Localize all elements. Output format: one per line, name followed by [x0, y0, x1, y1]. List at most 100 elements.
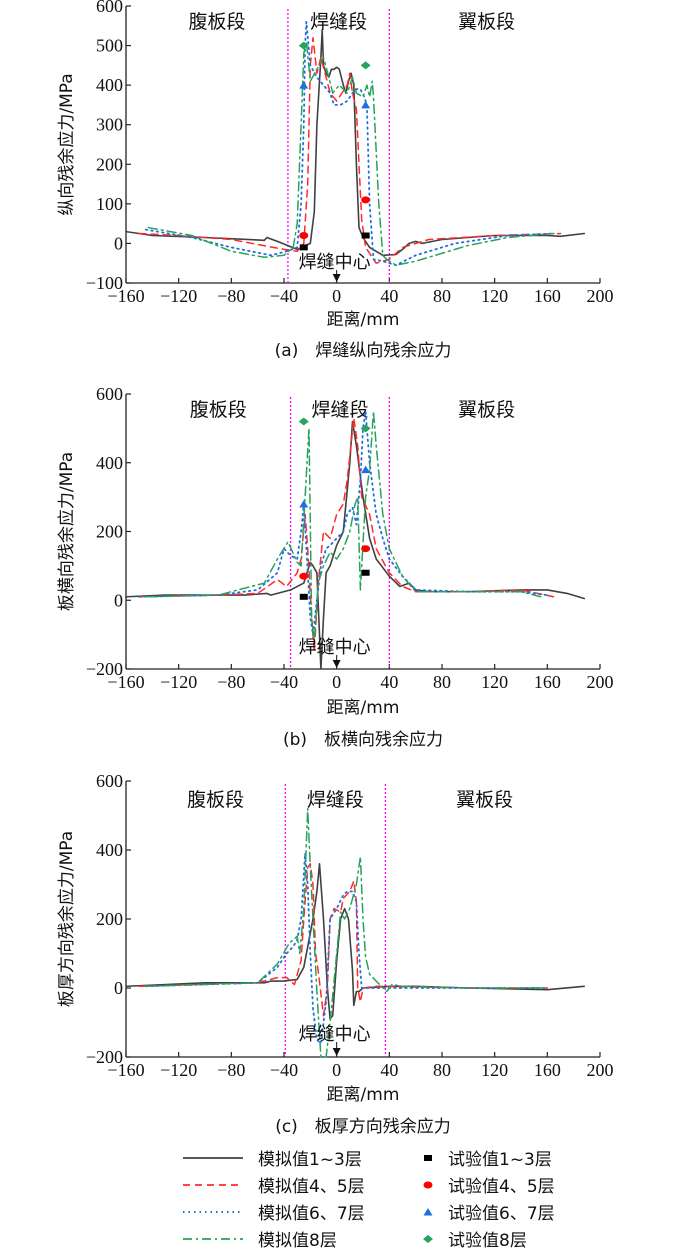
- experiment-point-2: [299, 232, 309, 240]
- x-tick-label: 160: [534, 672, 561, 692]
- y-axis-label: 纵向残余应力/MPa: [57, 73, 77, 215]
- experiment-point-3: [361, 465, 371, 474]
- x-tick-label: 0: [332, 672, 341, 692]
- region-label-flange: 翼板段: [456, 789, 513, 811]
- legend-label-experiment-3: 试验值6、7层: [448, 1204, 555, 1224]
- experiment-point-4: [360, 424, 371, 433]
- x-tick-label: −160: [107, 672, 144, 692]
- region-label-web: 腹板段: [190, 399, 247, 421]
- y-tick-label: 100: [96, 194, 123, 214]
- x-tick-label: 160: [534, 1060, 561, 1080]
- chart-caption: (c) 板厚方向残余应力: [275, 1117, 451, 1137]
- x-tick-label: −120: [160, 672, 197, 692]
- y-axis-label: 板厚方向残余应力/MPa: [57, 831, 77, 1007]
- experiment-point-1: [361, 569, 370, 576]
- x-tick-label: −80: [217, 1060, 245, 1080]
- y-tick-label: 400: [96, 75, 123, 95]
- x-tick-label: −120: [160, 1060, 197, 1080]
- series-line-2: [138, 863, 549, 1017]
- experiment-point-1: [299, 593, 308, 600]
- y-tick-label: 600: [96, 384, 123, 404]
- y-tick-label: 0: [114, 233, 123, 253]
- x-tick-label: 160: [534, 286, 561, 306]
- region-label-weld: 焊缝段: [307, 789, 364, 811]
- experiment-point-3: [361, 100, 371, 109]
- y-tick-label: 500: [96, 36, 123, 56]
- weld-center-label: 焊缝中心: [299, 637, 371, 658]
- experiment-point-2: [361, 196, 371, 204]
- chart-caption: (a) 焊缝纵向残余应力: [275, 341, 452, 361]
- legend-label-series-4: 模拟值8层: [258, 1231, 337, 1251]
- x-tick-label: 80: [433, 1060, 451, 1080]
- chart-longitudinal: −160 −120 −80 −40 0 40 80 120 160 200 −100 0 100 200 3…: [57, 0, 614, 361]
- x-tick-label: 120: [481, 286, 508, 306]
- series-line-4: [147, 40, 555, 266]
- experiment-point-4: [298, 417, 309, 426]
- series-line-2: [138, 36, 562, 264]
- weld-center-label: 焊缝中心: [299, 252, 371, 273]
- y-tick-label: 400: [96, 453, 123, 473]
- legend-marker-experiment-1: [424, 1155, 432, 1161]
- y-tick-label: 0: [114, 590, 123, 610]
- x-axis-label: 距离/mm: [327, 310, 400, 330]
- legend-marker-experiment-2: [423, 1181, 433, 1189]
- legend-marker-experiment-4: [423, 1235, 433, 1243]
- x-tick-label: 40: [380, 286, 398, 306]
- series-line-3: [144, 20, 555, 267]
- experiment-point-1: [361, 232, 370, 239]
- x-tick-label: 200: [587, 286, 614, 306]
- weld-center-arrow-icon: [332, 660, 341, 668]
- x-axis-label: 距离/mm: [327, 698, 400, 718]
- x-tick-label: −80: [217, 286, 245, 306]
- series-line-4: [145, 410, 542, 643]
- experiment-point-4: [298, 41, 309, 50]
- x-tick-label: 40: [380, 1060, 398, 1080]
- y-tick-label: 0: [114, 978, 123, 998]
- series-line-3: [144, 852, 549, 1045]
- region-label-web: 腹板段: [187, 789, 244, 811]
- legend-marker-experiment-3: [423, 1208, 433, 1216]
- x-tick-label: −80: [217, 672, 245, 692]
- region-label-web: 腹板段: [188, 11, 245, 33]
- x-axis-label: 距离/mm: [327, 1085, 400, 1105]
- chart-thickness: −160 −120 −80 −40 0 40 80 120 160 200 −200 0 200 400 6…: [57, 771, 614, 1137]
- y-tick-label: 600: [96, 771, 123, 791]
- weld-center-arrow-icon: [332, 1048, 341, 1056]
- y-tick-label: −200: [86, 1047, 123, 1067]
- y-tick-label: 600: [96, 0, 123, 16]
- x-tick-label: 120: [481, 1060, 508, 1080]
- x-tick-label: 80: [433, 672, 451, 692]
- experiment-point-3: [299, 500, 309, 508]
- x-tick-label: −40: [270, 672, 298, 692]
- experiment-point-3: [299, 81, 309, 89]
- x-tick-label: 200: [587, 672, 614, 692]
- y-tick-label: −100: [86, 273, 123, 293]
- legend-label-series-2: 模拟值4、5层: [258, 1177, 365, 1197]
- legend-label-experiment-2: 试验值4、5层: [448, 1177, 555, 1197]
- x-tick-label: 40: [380, 672, 398, 692]
- x-tick-label: −40: [270, 1060, 298, 1080]
- x-tick-label: −160: [107, 286, 144, 306]
- legend-label-series-1: 模拟值1~3层: [258, 1150, 362, 1170]
- chart-caption: (b) 板横向残余应力: [283, 730, 443, 750]
- experiment-point-2: [299, 572, 309, 580]
- legend-label-experiment-1: 试验值1~3层: [448, 1150, 552, 1170]
- y-tick-label: −200: [86, 659, 123, 679]
- experiment-point-1: [299, 244, 308, 251]
- experiment-point-2: [361, 545, 371, 553]
- region-label-flange: 翼板段: [458, 399, 515, 421]
- series-line-3: [138, 410, 549, 636]
- region-label-weld: 焊缝段: [310, 11, 367, 33]
- series-line-1: [125, 863, 585, 1020]
- chart-transverse: −160 −120 −80 −40 0 40 80 120 160 200 −200 0 200 400 6…: [57, 384, 614, 750]
- weld-center-arrow-icon: [332, 274, 341, 282]
- series-line-4: [145, 807, 549, 1058]
- y-tick-label: 400: [96, 840, 123, 860]
- x-tick-label: 80: [433, 286, 451, 306]
- series-line-2: [138, 417, 555, 653]
- y-tick-label: 200: [96, 909, 123, 929]
- legend-label-experiment-4: 试验值8层: [448, 1231, 527, 1251]
- region-label-weld: 焊缝段: [311, 399, 368, 421]
- x-tick-label: −160: [107, 1060, 144, 1080]
